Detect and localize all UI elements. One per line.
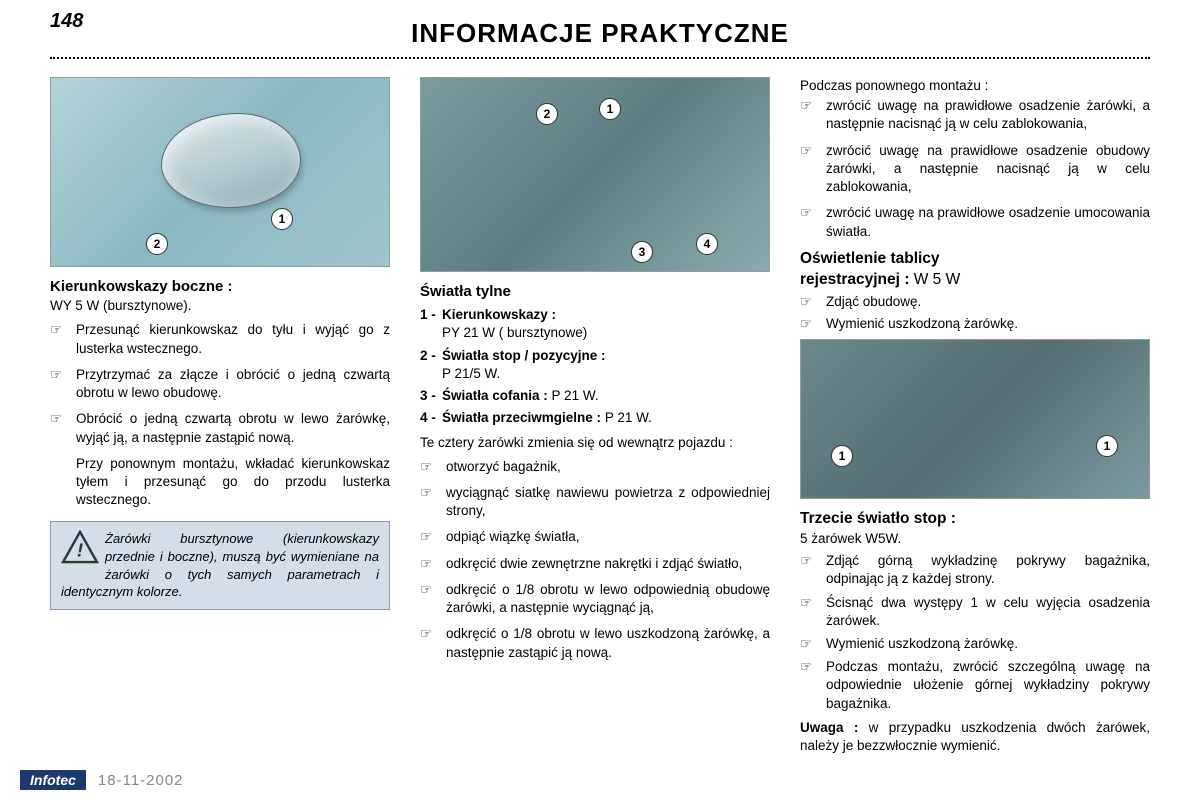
heading-value: W 5 W	[909, 271, 960, 288]
rear-lights-list: 1 - Kierunkowskazy : PY 21 W ( bursztynowe…	[420, 306, 770, 427]
reassembly-note: Przy ponownym montażu, wkładać kierunkow…	[50, 455, 390, 510]
list-item: Podczas montażu, zwrócić szczególną uwag…	[800, 658, 1150, 713]
list-item: 4 - Światła przeciwmgielne : P 21 W.	[420, 409, 770, 427]
list-item: zwrócić uwagę na prawidłowe osadzenie ob…	[800, 142, 1150, 197]
item-label: Światła stop / pozycyjne :	[442, 348, 606, 363]
note-label: Uwaga :	[800, 720, 858, 735]
list-item: zwrócić uwagę na prawidłowe osadzenie ża…	[800, 97, 1150, 133]
item-num: 4 -	[420, 409, 436, 427]
figure-rear-lights: 2 1 3 4	[420, 77, 770, 272]
item-detail: P 21 W.	[552, 388, 599, 403]
divider	[50, 57, 1150, 59]
column-right: Podczas ponownego montażu : zwrócić uwag…	[800, 77, 1150, 759]
third-stop-steps: Zdjąć górną wykładzinę pokrywy bagażnika…	[800, 552, 1150, 713]
list-item: wyciągnąć siatkę nawiewu powietrza z odp…	[420, 484, 770, 520]
footer-date: 18-11-2002	[98, 772, 184, 789]
side-indicator-steps: Przesunąć kierunkowskaz do tyłu i wyjąć …	[50, 321, 390, 446]
figure-label: 3	[631, 241, 653, 263]
figure-label-1: 1	[271, 208, 293, 230]
list-item: 2 - Światła stop / pozycyjne : P 21/5 W.	[420, 347, 770, 383]
list-item: odpiąć wiązkę światła,	[420, 528, 770, 546]
rear-lights-steps: otworzyć bagażnik, wyciągnąć siatkę nawi…	[420, 458, 770, 662]
warning-text: Żarówki bursztynowe (kierunkowskazy prze…	[61, 531, 379, 599]
third-stop-heading: Trzecie światło stop :	[800, 509, 1150, 530]
page-title: INFORMACJE PRAKTYCZNE	[50, 18, 1150, 49]
svg-text:!: !	[77, 541, 83, 562]
list-item: odkręcić o 1/8 obrotu w lewo uszkodzoną …	[420, 625, 770, 661]
content-columns: 1 2 Kierunkowskazy boczne : WY 5 W (burs…	[50, 77, 1150, 759]
list-item: Wymienić uszkodzoną żarówkę.	[800, 315, 1150, 333]
figure-label-2: 2	[146, 233, 168, 255]
list-item: Ścisnąć dwa występy 1 w celu wyjęcia osa…	[800, 594, 1150, 630]
column-left: 1 2 Kierunkowskazy boczne : WY 5 W (burs…	[50, 77, 390, 759]
heading-line1: Oświetlenie tablicy	[800, 250, 940, 267]
figure-label: 4	[696, 233, 718, 255]
item-label: Kierunkowskazy :	[442, 307, 556, 322]
item-detail: PY 21 W ( bursztynowe)	[442, 324, 770, 342]
item-num: 3 -	[420, 387, 436, 405]
item-num: 2 -	[420, 347, 436, 365]
item-detail: P 21/5 W.	[442, 365, 770, 383]
plate-light-heading: Oświetlenie tablicy rejestracyjnej : W 5…	[800, 249, 1150, 291]
figure-label: 1	[831, 445, 853, 467]
page-number: 148	[50, 10, 83, 33]
figure-label: 2	[536, 103, 558, 125]
item-label: Światła przeciwmgielne :	[442, 410, 601, 425]
item-label: Światła cofania :	[442, 388, 548, 403]
column-middle: 2 1 3 4 Światła tylne 1 - Kierunkowskazy …	[420, 77, 770, 759]
list-item: odkręcić o 1/8 obrotu w lewo odpowiednią…	[420, 581, 770, 617]
figure-side-mirror: 1 2	[50, 77, 390, 267]
note-paragraph: Uwaga : w przypadku uszkodzenia dwóch ża…	[800, 719, 1150, 755]
reassembly-intro: Podczas ponownego montażu :	[800, 77, 1150, 95]
list-item: odkręcić dwie zewnętrzne nakrętki i zdją…	[420, 555, 770, 573]
rear-lights-heading: Światła tylne	[420, 282, 770, 302]
rear-lights-intro: Te cztery żarówki zmienia się od wewnątr…	[420, 434, 770, 452]
heading-line2: rejestracyjnej :	[800, 271, 909, 288]
list-item: Przesunąć kierunkowskaz do tyłu i wyjąć …	[50, 321, 390, 357]
list-item: 3 - Światła cofania : P 21 W.	[420, 387, 770, 405]
list-item: otworzyć bagażnik,	[420, 458, 770, 476]
list-item: Wymienić uszkodzoną żarówkę.	[800, 635, 1150, 653]
side-indicators-heading: Kierunkowskazy boczne : WY 5 W (bursztyn…	[50, 277, 390, 315]
list-item: Zdjąć górną wykładzinę pokrywy bagażnika…	[800, 552, 1150, 588]
figure-label: 1	[1096, 435, 1118, 457]
list-item: Zdjąć obudowę.	[800, 293, 1150, 311]
warning-box: ! Żarówki bursztynowe (kierunkowskazy pr…	[50, 521, 390, 609]
item-num: 1 -	[420, 306, 436, 324]
reassembly-steps: zwrócić uwagę na prawidłowe osadzenie ża…	[800, 97, 1150, 241]
third-stop-sub: 5 żarówek W5W.	[800, 530, 1150, 548]
infotec-logo: Infotec	[20, 770, 86, 790]
list-item: 1 - Kierunkowskazy : PY 21 W ( bursztynowe…	[420, 306, 770, 342]
list-item: Przytrzymać za złącze i obrócić o jedną …	[50, 366, 390, 402]
item-detail: P 21 W.	[605, 410, 652, 425]
warning-icon: !	[61, 530, 99, 564]
heading-text: Kierunkowskazy boczne :	[50, 278, 233, 295]
mirror-graphic	[161, 113, 301, 208]
heading-detail: WY 5 W (bursztynowe).	[50, 298, 192, 313]
list-item: zwrócić uwagę na prawidłowe osadzenie um…	[800, 204, 1150, 240]
list-item: Obrócić o jedną czwartą obrotu w lewo ża…	[50, 410, 390, 446]
figure-third-stop-light: 1 1	[800, 339, 1150, 499]
footer: Infotec 18-11-2002	[20, 770, 184, 790]
plate-light-steps: Zdjąć obudowę. Wymienić uszkodzoną żarów…	[800, 293, 1150, 333]
figure-label: 1	[599, 98, 621, 120]
